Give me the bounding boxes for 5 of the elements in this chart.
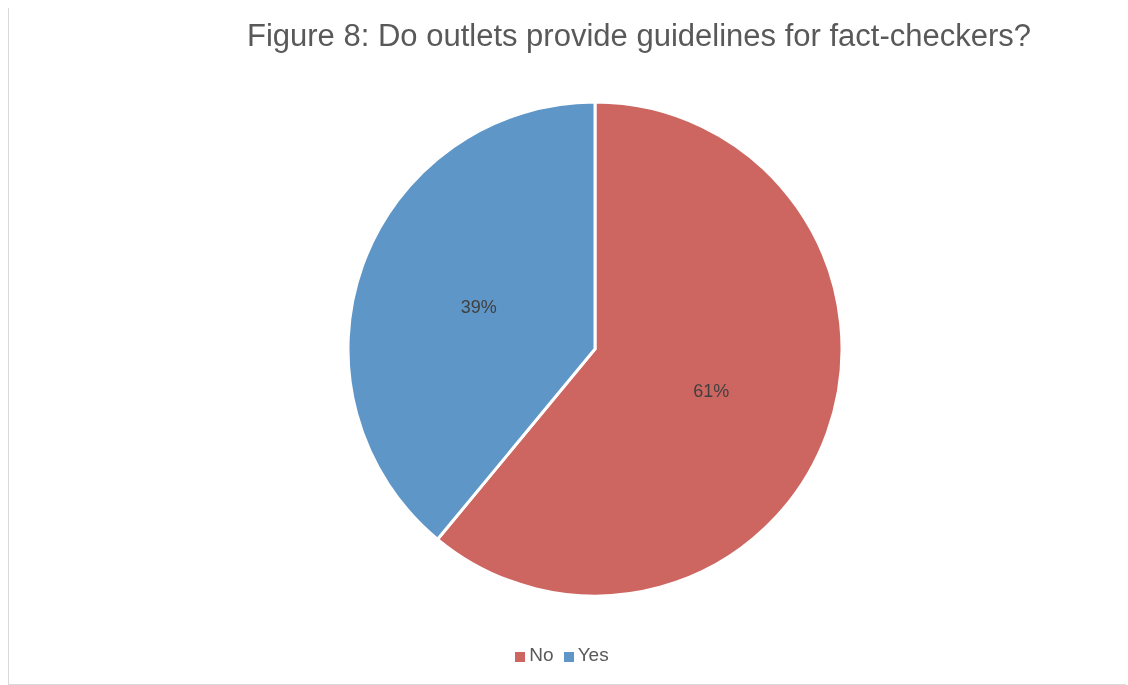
data-label: 61% bbox=[693, 380, 730, 401]
legend-label: Yes bbox=[577, 644, 609, 665]
data-label: 39% bbox=[460, 297, 497, 318]
legend-label: No bbox=[529, 644, 554, 665]
chart-title: Figure 8: Do outlets provide guidelines for fact-checkers? bbox=[246, 18, 1032, 54]
